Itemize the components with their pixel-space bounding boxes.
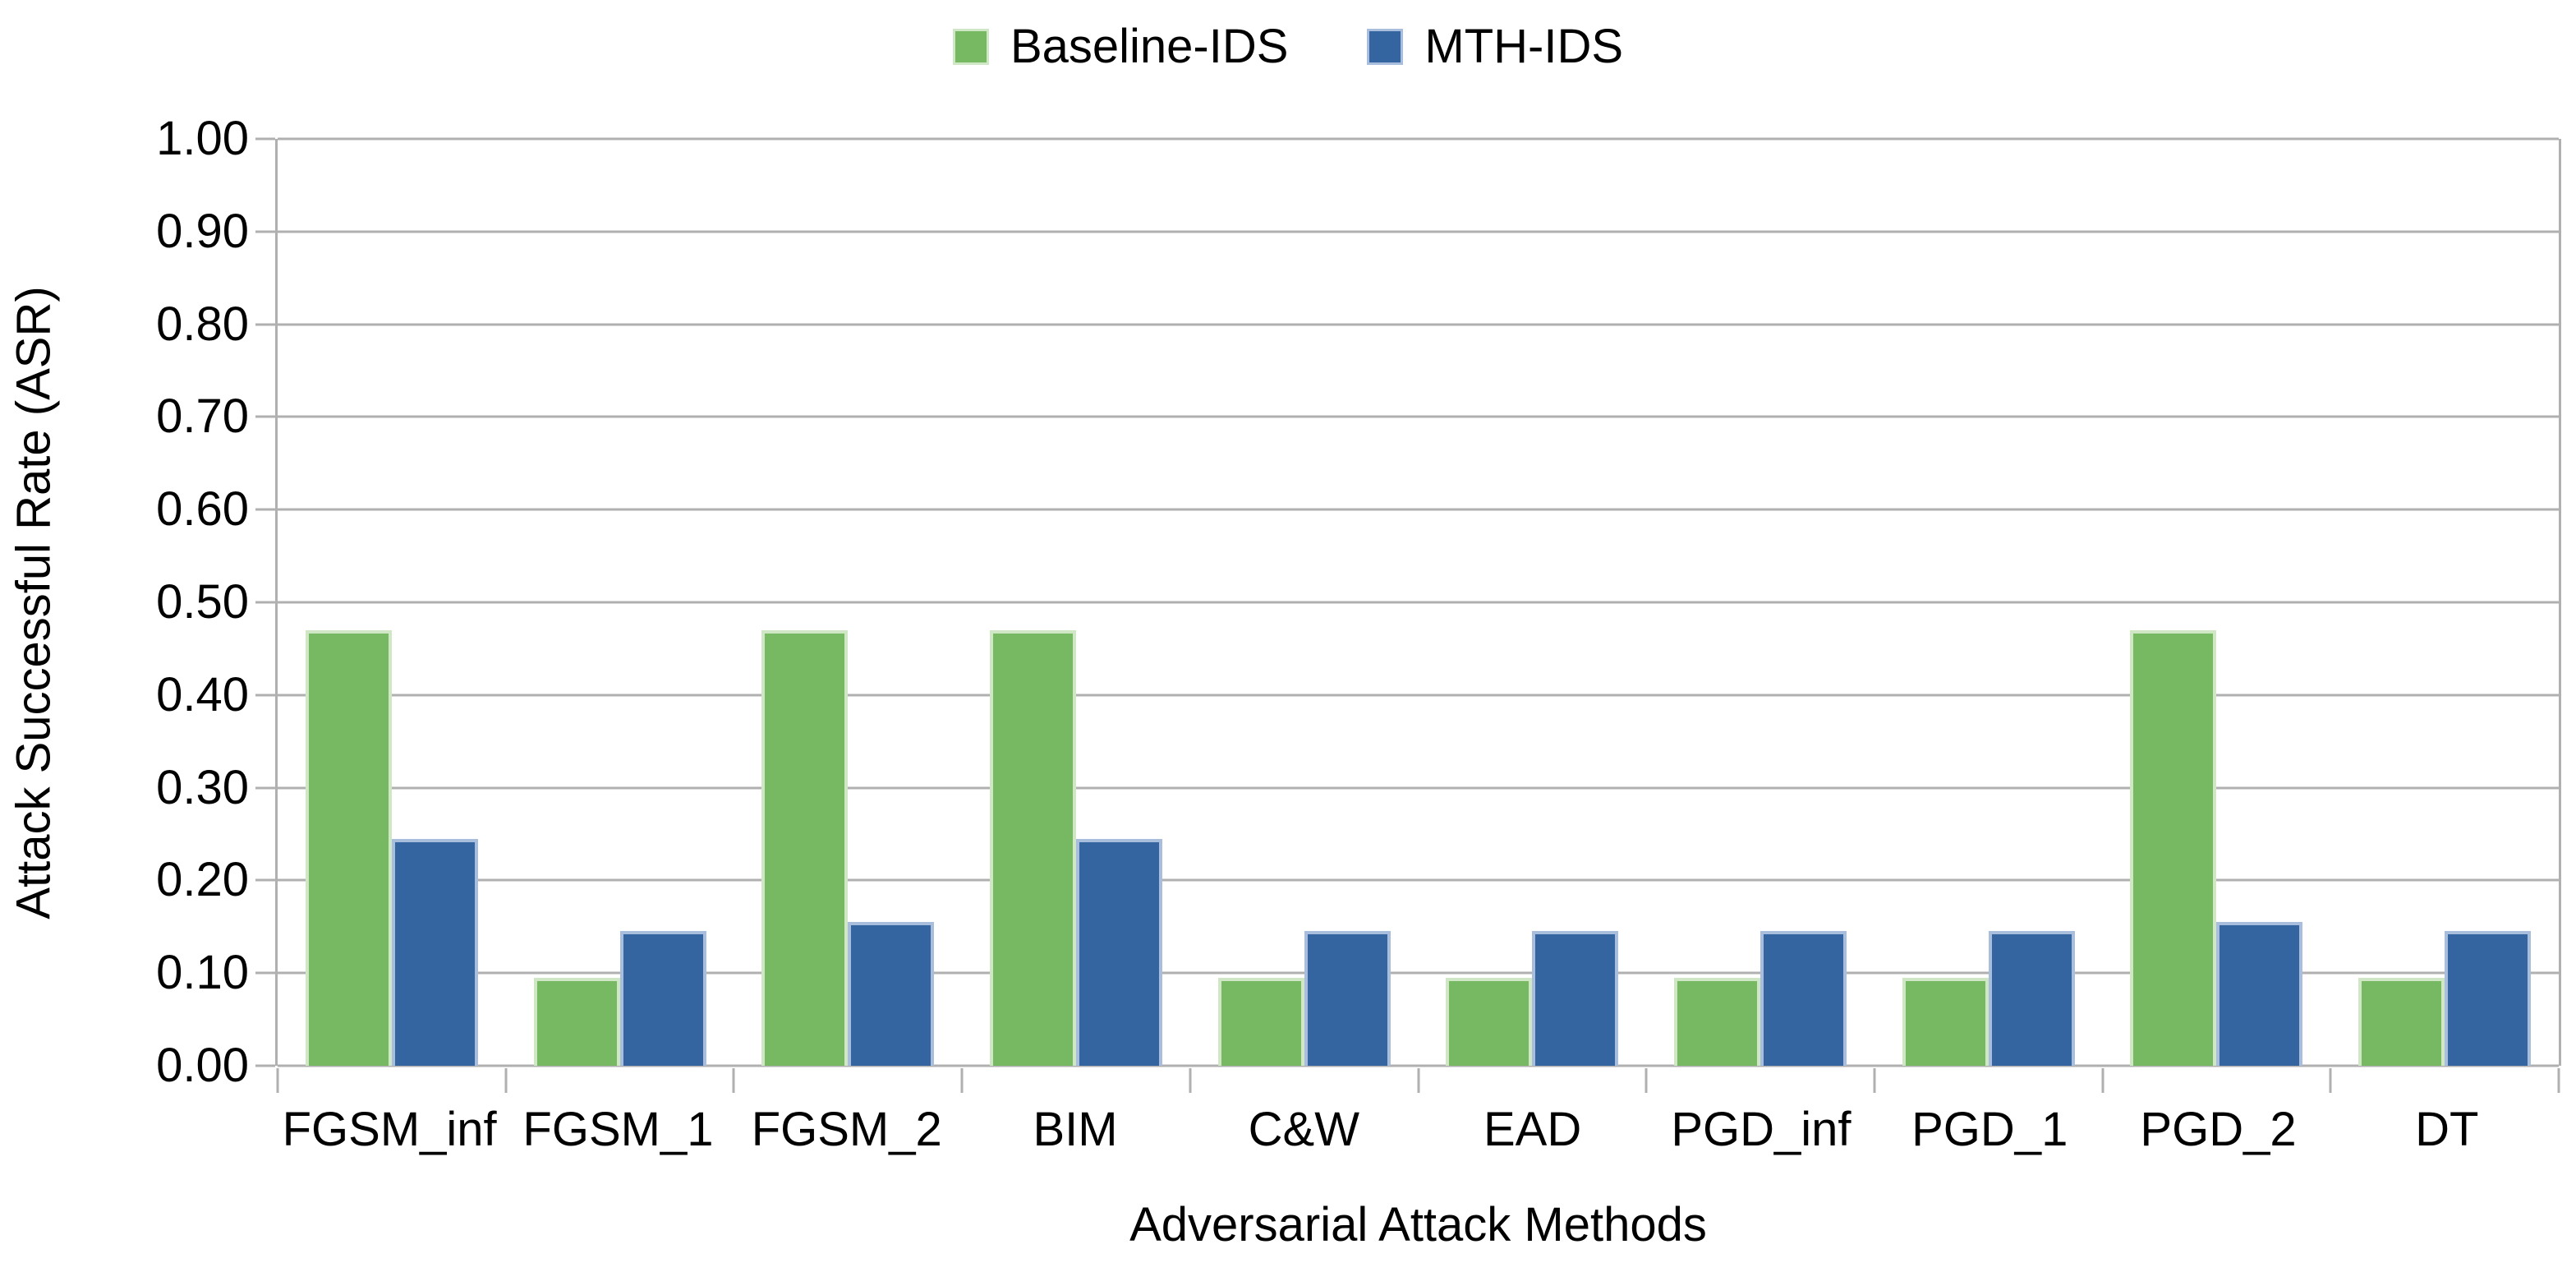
y-tick-label: 0.30 <box>156 760 249 814</box>
y-axis-tick <box>255 137 275 141</box>
bar-group-bim <box>962 139 1190 1066</box>
gridline <box>278 415 2559 418</box>
x-axis-tick <box>276 1068 279 1093</box>
bar-group-ead <box>1419 139 1647 1066</box>
x-tick-label: PGD_2 <box>2140 1103 2297 1156</box>
bars-layer <box>278 139 2559 1066</box>
y-axis-tick <box>255 415 275 418</box>
x-axis-tick <box>960 1068 964 1093</box>
bar-mth-ids-pgd_inf <box>1760 931 1847 1066</box>
bar-group-pgd_2 <box>2103 139 2331 1066</box>
gridline <box>278 323 2559 326</box>
gridline <box>278 694 2559 697</box>
gridline <box>278 601 2559 604</box>
bar-group-pgd_inf <box>1646 139 1874 1066</box>
bar-mth-ids-pgd_2 <box>2216 922 2303 1066</box>
bar-group-c&w <box>1190 139 1419 1066</box>
x-tick-label: EAD <box>1484 1103 1582 1156</box>
bar-group-pgd_1 <box>1874 139 2103 1066</box>
gridline <box>278 1064 2559 1067</box>
x-axis-tick <box>1417 1068 1419 1093</box>
y-axis-tick <box>255 971 275 975</box>
bar-mth-ids-fgsm_inf <box>391 838 478 1066</box>
legend-label: MTH-IDS <box>1424 20 1624 73</box>
y-tick-label: 0.90 <box>156 204 249 258</box>
bar-group-fgsm_2 <box>734 139 962 1066</box>
y-tick-label: 0.70 <box>156 389 249 444</box>
y-axis-tick <box>255 601 275 604</box>
bar-baseline-ids-bim <box>989 629 1076 1066</box>
bar-mth-ids-c&w <box>1304 931 1391 1066</box>
y-tick-label: 0.80 <box>156 297 249 351</box>
x-axis-tick <box>2101 1068 2104 1093</box>
y-axis-tick <box>255 786 275 790</box>
gridline <box>278 971 2559 975</box>
y-tick-label: 0.20 <box>156 853 249 907</box>
x-axis-tick-labels: FGSM_inf FGSM_1 FGSM_2 BIM C&W EAD PGD_inf PGD_… <box>275 1101 2561 1159</box>
bar-mth-ids-fgsm_1 <box>619 931 706 1066</box>
legend-label: Baseline-IDS <box>1010 20 1289 73</box>
x-tick-label: FGSM_1 <box>522 1103 714 1156</box>
y-tick-label: 0.10 <box>156 946 249 1000</box>
legend-swatch-mth-ids <box>1367 29 1404 65</box>
bar-baseline-ids-fgsm_inf <box>305 629 392 1066</box>
bar-group-fgsm_1 <box>506 139 734 1066</box>
legend-item-mth-ids: MTH-IDS <box>1367 23 1623 71</box>
x-axis-tick <box>504 1068 508 1093</box>
chart-legend: Baseline-IDS MTH-IDS <box>0 23 2576 71</box>
x-tick-label: C&W <box>1248 1103 1359 1156</box>
bar-baseline-ids-ead <box>1446 977 1533 1066</box>
x-tick-label: PGD_1 <box>1911 1103 2068 1156</box>
gridline <box>278 878 2559 882</box>
gridline <box>278 508 2559 511</box>
x-axis-tick <box>2329 1068 2332 1093</box>
y-axis-tick <box>255 323 275 326</box>
bar-mth-ids-dt <box>2445 931 2532 1066</box>
y-axis-tick <box>255 508 275 511</box>
x-tick-label: BIM <box>1033 1103 1118 1156</box>
y-tick-label: 0.60 <box>156 482 249 537</box>
y-tick-label: 0.00 <box>156 1039 249 1092</box>
x-axis-tick <box>1873 1068 1876 1093</box>
bar-mth-ids-ead <box>1532 931 1619 1066</box>
gridline <box>278 137 2559 141</box>
y-tick-label: 0.50 <box>156 575 249 629</box>
y-axis-title: Attack Successful Rate (ASR) <box>5 139 62 1066</box>
x-axis-title: Adversarial Attack Methods <box>1129 1198 1707 1251</box>
y-axis-title-text: Attack Successful Rate (ASR) <box>7 285 61 919</box>
bar-baseline-ids-pgd_2 <box>2130 629 2217 1066</box>
x-axis-tick <box>732 1068 735 1093</box>
y-tick-label: 0.40 <box>156 667 249 721</box>
bar-baseline-ids-dt <box>2358 977 2445 1066</box>
bar-baseline-ids-fgsm_2 <box>761 629 849 1066</box>
x-tick-label: PGD_inf <box>1671 1103 1852 1156</box>
bar-baseline-ids-pgd_inf <box>1674 977 1761 1066</box>
x-axis-tick <box>2557 1068 2560 1093</box>
bar-baseline-ids-fgsm_1 <box>533 977 620 1066</box>
legend-swatch-baseline-ids <box>952 29 989 65</box>
bar-baseline-ids-pgd_1 <box>1902 977 1989 1066</box>
y-tick-label: 1.00 <box>156 112 249 165</box>
y-axis-tick <box>255 694 275 697</box>
x-tick-label: DT <box>2415 1103 2479 1156</box>
x-axis-tick <box>1644 1068 1648 1093</box>
x-axis-tick <box>1189 1068 1192 1093</box>
plot-area: 1.00 0.90 0.80 0.70 0.60 0.50 0.40 0.30 0.20 0.10… <box>156 115 2561 1093</box>
bar-group-fgsm_inf <box>278 139 506 1066</box>
y-axis-tick <box>255 230 275 233</box>
bar-baseline-ids-c&w <box>1217 977 1304 1066</box>
bar-group-dt <box>2330 139 2559 1066</box>
bar-mth-ids-fgsm_2 <box>848 922 935 1066</box>
bar-mth-ids-bim <box>1075 838 1162 1066</box>
x-tick-label: FGSM_inf <box>282 1103 497 1156</box>
gridline <box>278 230 2559 233</box>
y-axis-tick <box>255 878 275 882</box>
legend-item-baseline-ids: Baseline-IDS <box>952 20 1289 73</box>
x-tick-label: FGSM_2 <box>751 1103 942 1156</box>
bar-mth-ids-pgd_1 <box>1988 931 2075 1066</box>
y-axis-tick <box>255 1064 275 1067</box>
gridline <box>278 786 2559 790</box>
